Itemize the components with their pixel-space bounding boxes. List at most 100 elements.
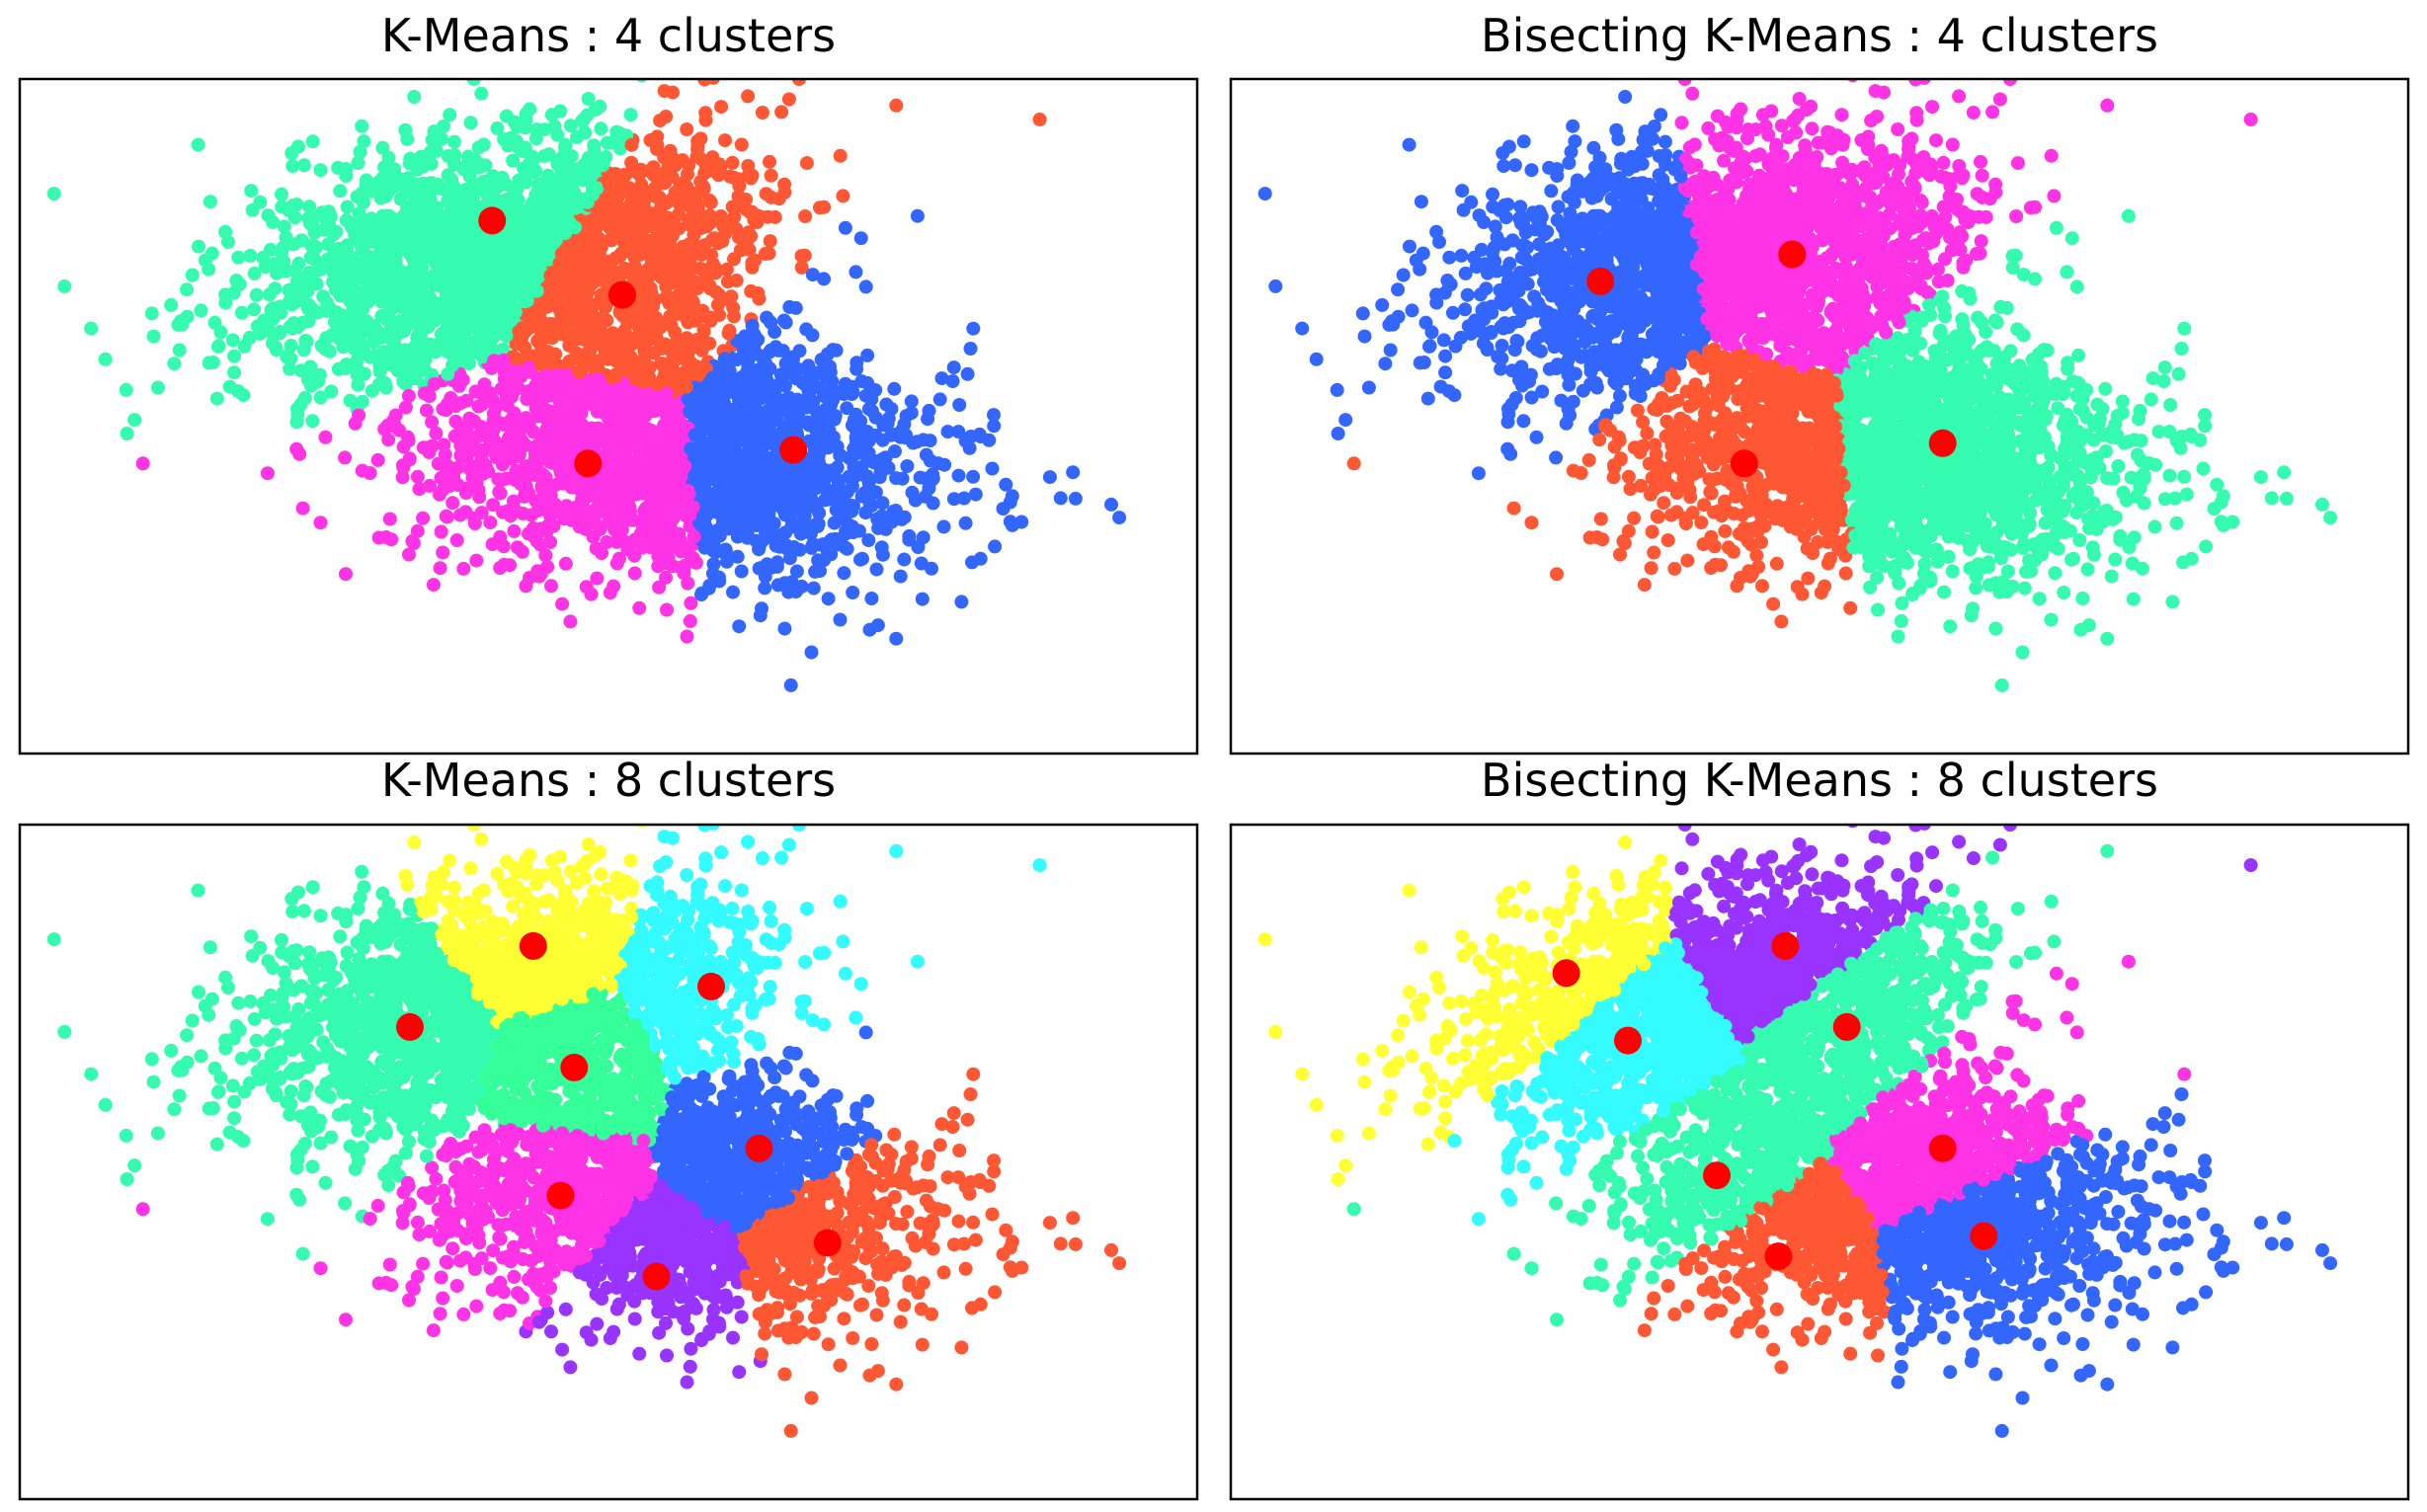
- data-point: [853, 231, 868, 246]
- data-point: [838, 220, 852, 235]
- panel-title: K-Means : 4 clusters: [381, 9, 836, 62]
- data-point: [619, 221, 634, 236]
- data-point: [194, 303, 208, 318]
- data-point: [660, 386, 675, 401]
- data-point: [440, 510, 454, 524]
- data-point: [693, 221, 708, 235]
- data-point: [804, 645, 819, 660]
- data-point: [755, 601, 769, 616]
- data-point: [778, 315, 793, 330]
- data-point: [643, 267, 658, 281]
- centroid-marker: [607, 280, 636, 309]
- data-point: [811, 517, 826, 531]
- data-point: [888, 504, 903, 517]
- data-point: [744, 283, 759, 298]
- data-point: [985, 461, 1000, 476]
- data-point: [665, 169, 680, 184]
- data-point: [489, 398, 504, 413]
- data-point: [568, 166, 583, 181]
- data-point: [705, 370, 720, 385]
- data-point: [276, 240, 290, 255]
- data-point: [558, 556, 573, 571]
- data-point: [1497, 159, 1511, 174]
- data-point: [431, 456, 445, 471]
- data-point: [234, 305, 249, 320]
- data-point: [512, 173, 526, 188]
- data-point: [283, 351, 298, 365]
- data-point: [496, 353, 511, 367]
- data-point: [283, 361, 297, 376]
- data-point: [480, 322, 495, 337]
- data-point: [384, 532, 399, 547]
- data-point: [475, 350, 490, 364]
- axes-panel: [1229, 77, 2410, 756]
- data-point: [888, 428, 903, 441]
- data-point: [685, 336, 699, 351]
- data-point: [426, 578, 441, 593]
- data-point: [549, 232, 563, 247]
- data-point: [376, 345, 391, 359]
- data-point: [646, 189, 660, 202]
- data-point: [348, 313, 363, 328]
- data-point: [409, 279, 424, 292]
- data-point: [663, 522, 678, 537]
- plot-area: [1257, 79, 2338, 692]
- data-point: [700, 418, 715, 432]
- data-point: [951, 425, 966, 439]
- data-point: [625, 337, 640, 352]
- data-point: [452, 508, 467, 522]
- data-point: [633, 210, 648, 225]
- data-point: [146, 329, 161, 344]
- data-point: [875, 496, 890, 511]
- data-point: [988, 539, 1003, 554]
- data-point: [729, 474, 744, 488]
- data-point: [550, 367, 565, 382]
- data-point: [760, 310, 774, 325]
- data-point: [720, 385, 734, 400]
- data-point: [919, 447, 933, 462]
- data-point: [508, 305, 523, 320]
- data-point: [725, 428, 740, 442]
- data-point: [396, 324, 411, 339]
- data-point: [525, 209, 539, 224]
- data-point: [286, 237, 301, 252]
- data-point: [702, 279, 717, 293]
- data-point: [676, 239, 690, 254]
- data-point: [543, 535, 557, 549]
- data-point: [824, 547, 839, 562]
- data-point: [375, 140, 390, 155]
- data-point: [703, 532, 717, 547]
- data-point: [462, 169, 477, 184]
- data-point: [673, 298, 688, 313]
- data-point: [339, 162, 354, 177]
- data-point: [1701, 120, 1716, 135]
- data-point: [592, 354, 607, 368]
- data-point: [683, 508, 697, 522]
- data-point: [609, 534, 624, 549]
- data-point: [814, 439, 829, 453]
- data-point: [665, 500, 680, 515]
- data-point: [469, 553, 484, 568]
- data-point: [525, 165, 538, 180]
- data-point: [809, 453, 824, 468]
- data-point: [864, 392, 879, 407]
- data-point: [374, 309, 389, 324]
- data-point: [301, 314, 316, 329]
- data-point: [794, 579, 809, 594]
- data-point: [434, 268, 448, 282]
- data-point: [680, 122, 694, 136]
- data-point: [127, 413, 142, 428]
- data-point: [904, 394, 919, 409]
- data-point: [571, 481, 586, 496]
- data-point: [712, 157, 727, 172]
- data-point: [636, 388, 651, 402]
- data-point: [781, 92, 796, 107]
- data-point: [410, 469, 425, 484]
- data-point: [493, 486, 508, 501]
- data-point: [840, 401, 854, 416]
- data-point: [722, 217, 737, 232]
- data-point: [378, 358, 393, 372]
- data-point: [150, 380, 165, 395]
- data-point: [531, 235, 545, 250]
- data-point: [742, 390, 757, 405]
